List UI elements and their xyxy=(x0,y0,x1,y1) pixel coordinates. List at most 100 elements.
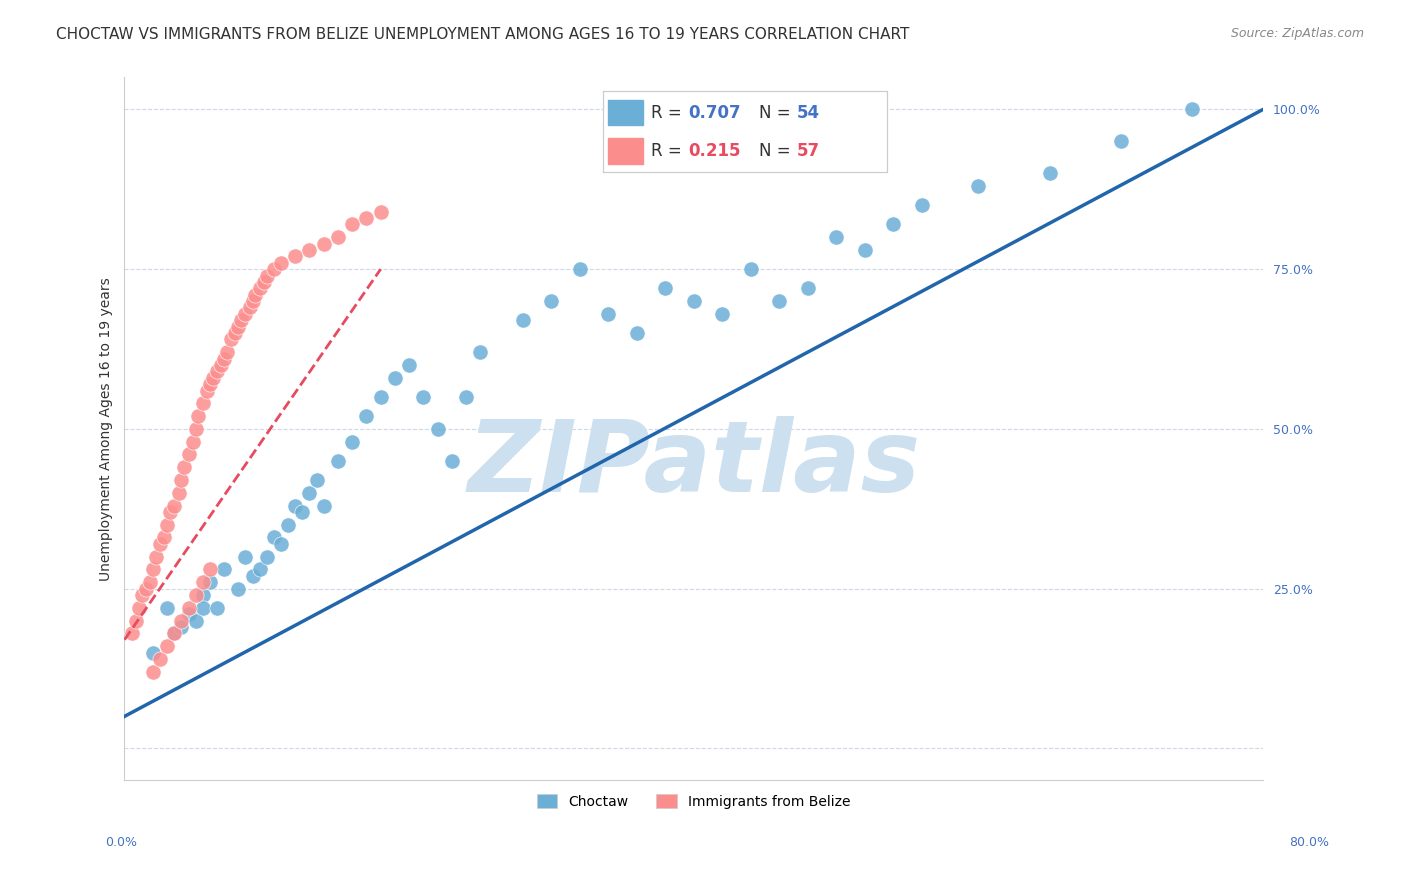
Point xyxy=(305,473,328,487)
Point xyxy=(191,575,214,590)
Text: 80.0%: 80.0% xyxy=(1289,837,1329,849)
Point xyxy=(277,517,299,532)
Point xyxy=(249,562,271,576)
Point xyxy=(340,434,363,449)
Point xyxy=(910,198,932,212)
Point xyxy=(245,287,267,301)
Point xyxy=(235,307,257,321)
Point xyxy=(711,307,734,321)
Point xyxy=(291,505,314,519)
Point xyxy=(249,281,271,295)
Point xyxy=(626,326,648,340)
Point xyxy=(205,600,228,615)
Point xyxy=(356,409,378,423)
Point xyxy=(426,422,449,436)
Point xyxy=(121,626,143,640)
Point xyxy=(398,358,420,372)
Point xyxy=(284,499,307,513)
Point xyxy=(1039,166,1062,180)
Point xyxy=(215,345,238,359)
Point xyxy=(231,313,253,327)
Point xyxy=(370,390,392,404)
Point xyxy=(454,390,477,404)
Point xyxy=(184,588,207,602)
Point xyxy=(167,485,190,500)
Point xyxy=(142,562,165,576)
Point xyxy=(212,351,235,366)
Point xyxy=(139,575,162,590)
Point xyxy=(198,377,221,392)
Point xyxy=(201,370,224,384)
Point xyxy=(195,384,218,398)
Point xyxy=(153,531,176,545)
Point xyxy=(163,626,186,640)
Point xyxy=(326,454,349,468)
Point xyxy=(340,218,363,232)
Point xyxy=(263,531,285,545)
Point xyxy=(131,588,153,602)
Point xyxy=(156,517,179,532)
Point xyxy=(270,256,292,270)
Point xyxy=(205,364,228,378)
Point xyxy=(682,294,704,309)
Y-axis label: Unemployment Among Ages 16 to 19 years: Unemployment Among Ages 16 to 19 years xyxy=(100,277,114,581)
Point xyxy=(1181,103,1204,117)
Point xyxy=(184,614,207,628)
Point xyxy=(654,281,676,295)
Point xyxy=(128,600,150,615)
Point xyxy=(159,505,181,519)
Point xyxy=(177,600,200,615)
Point xyxy=(181,434,204,449)
Point xyxy=(512,313,534,327)
Point xyxy=(242,294,264,309)
Point xyxy=(853,243,876,257)
Point xyxy=(125,614,148,628)
Point xyxy=(326,230,349,244)
Point xyxy=(1109,134,1132,148)
Point xyxy=(209,358,232,372)
Point xyxy=(412,390,434,404)
Point xyxy=(256,549,278,564)
Point xyxy=(598,307,620,321)
Point xyxy=(284,249,307,263)
Point xyxy=(170,614,193,628)
Point xyxy=(156,639,179,653)
Point xyxy=(242,569,264,583)
Point xyxy=(219,333,242,347)
Point xyxy=(298,485,321,500)
Point xyxy=(740,262,762,277)
Point xyxy=(224,326,246,340)
Point xyxy=(191,396,214,410)
Point xyxy=(228,582,250,596)
Point xyxy=(198,562,221,576)
Point xyxy=(356,211,378,225)
Point xyxy=(145,549,167,564)
Point xyxy=(170,620,193,634)
Point xyxy=(967,179,990,194)
Point xyxy=(298,243,321,257)
Point xyxy=(135,582,157,596)
Point xyxy=(198,575,221,590)
Point xyxy=(312,236,335,251)
Point xyxy=(768,294,790,309)
Text: Source: ZipAtlas.com: Source: ZipAtlas.com xyxy=(1230,27,1364,40)
Point xyxy=(142,665,165,679)
Point xyxy=(253,275,276,289)
Point xyxy=(149,537,172,551)
Point xyxy=(270,537,292,551)
Point xyxy=(187,409,209,423)
Point xyxy=(170,473,193,487)
Point xyxy=(163,499,186,513)
Point xyxy=(191,588,214,602)
Point xyxy=(228,319,250,334)
Point xyxy=(149,652,172,666)
Point xyxy=(163,626,186,640)
Text: CHOCTAW VS IMMIGRANTS FROM BELIZE UNEMPLOYMENT AMONG AGES 16 TO 19 YEARS CORRELA: CHOCTAW VS IMMIGRANTS FROM BELIZE UNEMPL… xyxy=(56,27,910,42)
Point xyxy=(173,460,195,475)
Point xyxy=(825,230,848,244)
Point xyxy=(177,447,200,461)
Point xyxy=(540,294,562,309)
Point xyxy=(882,218,904,232)
Point xyxy=(470,345,492,359)
Point xyxy=(568,262,591,277)
